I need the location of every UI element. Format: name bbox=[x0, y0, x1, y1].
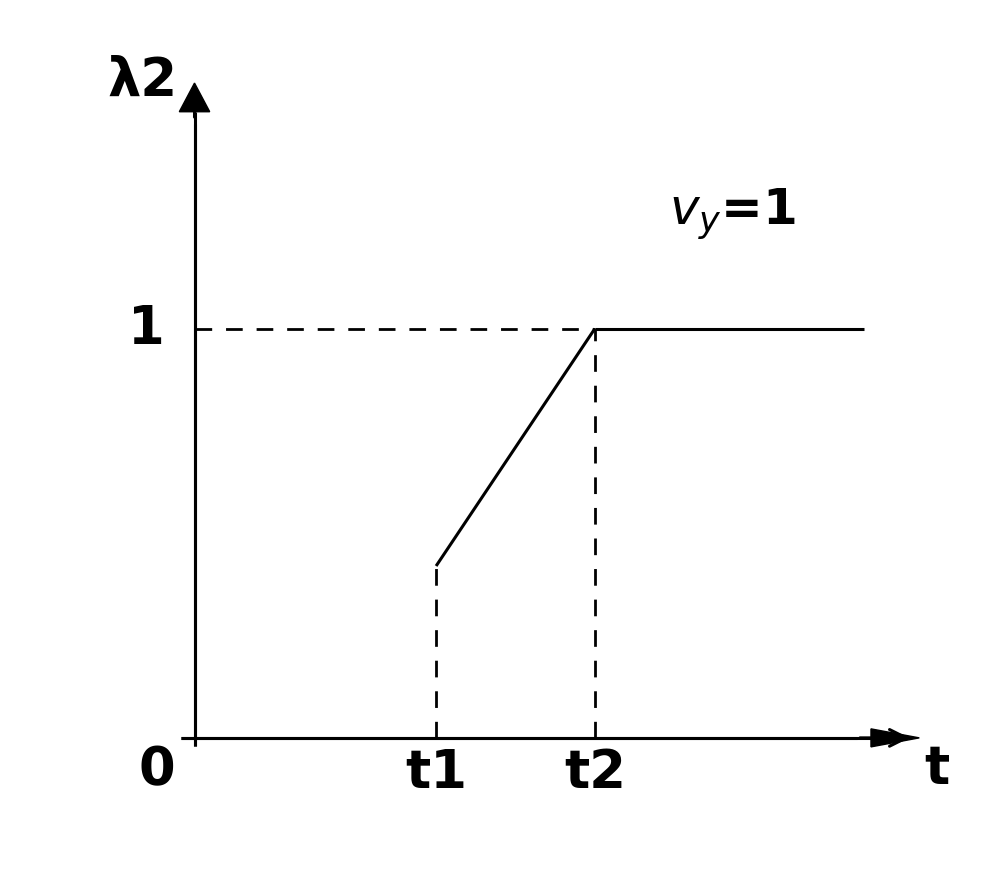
Text: t2: t2 bbox=[564, 747, 626, 798]
Text: λ2: λ2 bbox=[108, 55, 178, 107]
Text: $v_y$=1: $v_y$=1 bbox=[669, 187, 796, 242]
Text: 1: 1 bbox=[128, 303, 165, 355]
Text: t1: t1 bbox=[405, 747, 467, 798]
Polygon shape bbox=[179, 83, 210, 112]
Text: 0: 0 bbox=[138, 744, 175, 796]
Text: t: t bbox=[924, 743, 949, 795]
Polygon shape bbox=[871, 729, 919, 747]
